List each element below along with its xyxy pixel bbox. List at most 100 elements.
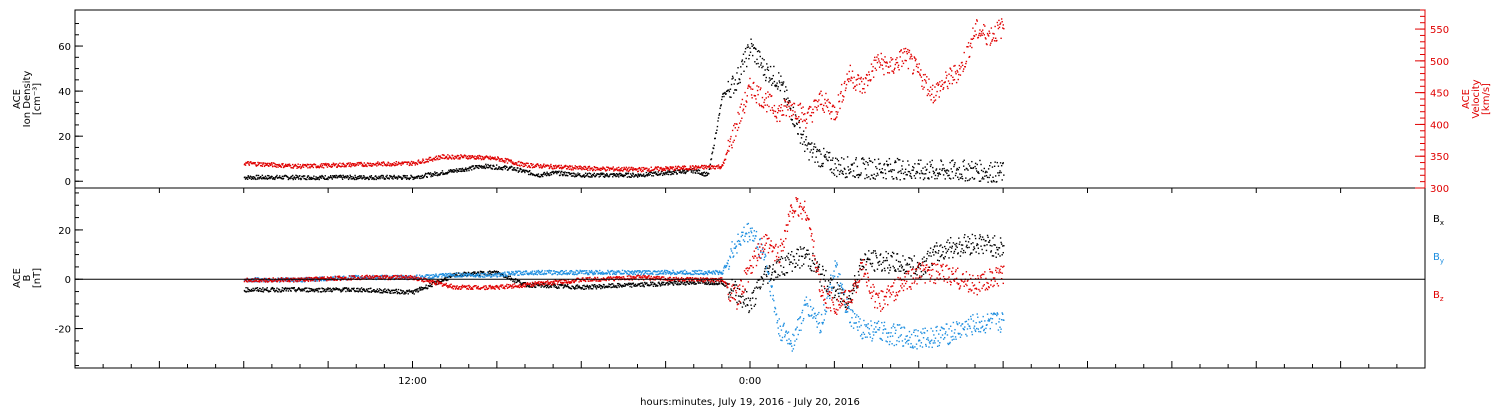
data-point [650,170,652,172]
data-point [629,173,632,175]
data-point [830,279,833,281]
data-point [312,290,314,292]
data-point [849,64,852,67]
data-point [361,165,363,167]
data-point [271,164,273,166]
data-point [287,178,290,181]
data-point [498,160,501,162]
data-point [883,164,885,166]
data-point [849,172,851,174]
data-point [677,280,680,282]
data-point [514,273,516,275]
data-point [415,177,417,179]
data-point [584,172,587,174]
data-point [460,274,463,277]
data-point [653,283,655,286]
data-point [785,98,788,100]
data-point [435,174,437,177]
data-point [692,167,695,170]
data-point [276,163,279,166]
data-point [518,279,521,282]
data-point [465,272,467,274]
data-point [488,165,491,167]
data-point [594,169,597,172]
data-point [744,105,747,108]
data-point [290,290,292,292]
data-point [679,169,681,172]
data-point [325,290,327,293]
data-point [877,158,880,160]
data-point [949,68,952,70]
data-point [433,157,435,160]
data-point [908,263,911,266]
data-point [651,272,654,274]
data-point [543,272,546,274]
data-point [944,170,946,172]
data-point [431,175,434,177]
data-point [561,270,564,272]
data-point [520,282,522,285]
data-point [639,283,641,285]
data-point [373,290,376,293]
data-point [703,164,706,167]
data-point [669,171,671,173]
data-point [930,255,932,257]
data-point [868,71,870,73]
data-point [619,283,621,286]
data-point [698,169,701,172]
data-point [613,270,615,273]
data-point [542,175,544,178]
data-point [721,98,723,101]
data-point [946,241,948,244]
data-point [795,262,797,265]
data-point [622,284,624,286]
data-point [704,166,707,168]
data-point [875,252,877,255]
data-point [744,47,747,50]
data-point [424,286,427,288]
data-point [329,176,331,178]
data-point [997,24,999,26]
data-point [736,287,739,290]
data-point [267,177,270,180]
data-point [267,289,269,292]
data-point [564,166,566,168]
data-point [638,168,640,170]
data-point [722,283,725,285]
data-point [559,166,562,169]
data-point [894,160,897,162]
data-point [614,286,616,288]
data-point [498,157,500,160]
data-point [756,58,758,61]
data-point [270,162,273,164]
data-point [949,236,952,239]
data-point [402,290,405,292]
data-point [843,82,846,85]
data-point [468,169,470,172]
data-point [958,166,961,169]
data-point [531,174,534,176]
data-point [435,281,438,283]
data-point [683,172,685,174]
data-point [591,167,593,169]
data-point [434,171,436,173]
data-point [376,288,379,290]
data-point [729,140,731,143]
data-point [618,166,620,169]
data-point [709,283,712,285]
data-point [949,178,952,180]
data-point [343,275,345,277]
data-point [449,156,452,159]
data-point [480,155,482,158]
data-point [296,167,298,169]
data-point [613,284,615,287]
data-point [765,79,767,82]
data-point [652,172,654,174]
data-point [808,159,810,161]
data-point [548,167,550,170]
data-point [583,174,585,176]
data-point [594,272,597,275]
data-point [586,272,588,274]
data-point [728,89,730,91]
data-point [871,70,874,72]
